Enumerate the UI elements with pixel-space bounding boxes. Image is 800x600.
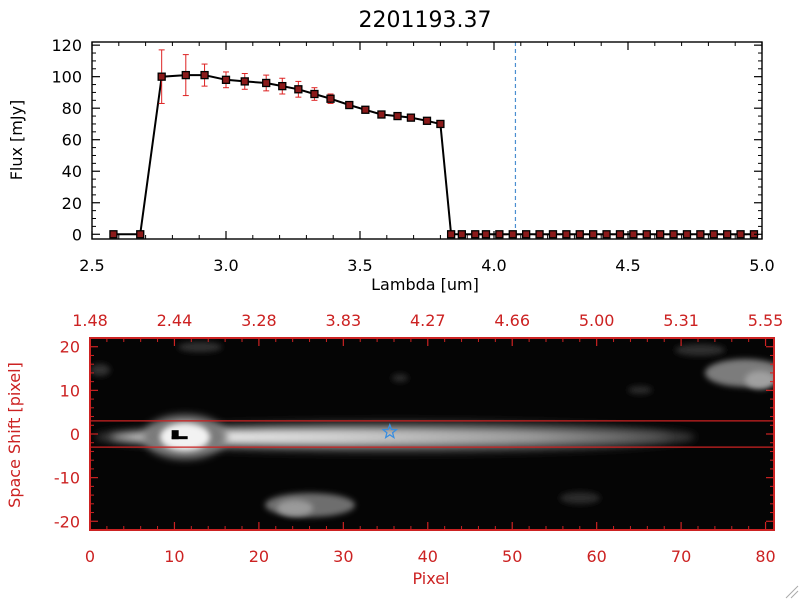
data-point (481, 230, 491, 239)
y-axis-label: Flux [mJy] (7, 100, 26, 181)
star-marker-icon (381, 422, 399, 439)
wavelength-tick-label: 2.44 (157, 311, 193, 330)
data-point (471, 230, 480, 239)
data-point (345, 100, 354, 110)
data-point (522, 230, 531, 239)
x-tick-label: 3.5 (347, 256, 372, 275)
data-point (495, 230, 504, 239)
y-tick-label: 0 (72, 225, 82, 244)
shift-tick-label: -20 (54, 512, 80, 531)
x-tick-label: 2.5 (79, 256, 104, 275)
y-tick-label: 40 (62, 162, 82, 181)
data-point (294, 85, 303, 94)
data-point (508, 230, 517, 239)
data-point (629, 230, 638, 239)
wavelength-tick-label: 5.00 (579, 311, 615, 330)
data-point (200, 70, 209, 80)
data-point (181, 70, 190, 80)
pixel-tick-label: 30 (333, 547, 353, 566)
data-point (736, 230, 745, 239)
y-tick-label: 100 (51, 68, 82, 87)
flux-chart: 2201193.37 2.5 3.0 3.5 4.0 4.5 5.0 0 20 40 60 80 10… (7, 8, 775, 294)
space-shift-axis-label: Space Shift [pixel] (5, 362, 24, 508)
data-point (696, 230, 705, 239)
pixel-axis-label: Pixel (412, 569, 449, 588)
wavelength-tick-label: 5.31 (663, 311, 699, 330)
x-tick-label: 5.0 (749, 256, 774, 275)
data-point (642, 230, 651, 239)
y-tick-label: 120 (51, 36, 82, 55)
flux-axes: 2.5 3.0 3.5 4.0 4.5 5.0 0 20 40 60 80 100 120 (51, 36, 774, 275)
data-point (656, 230, 665, 239)
x-axis-label: Lambda [um] (371, 275, 479, 294)
data-point (310, 89, 319, 99)
data-point (157, 72, 166, 81)
pixel-tick-label: 10 (164, 547, 184, 566)
data-point (457, 230, 466, 239)
data-point (393, 111, 402, 121)
data-point (436, 119, 445, 129)
y-tick-label: 60 (62, 131, 82, 150)
data-point (422, 116, 432, 125)
data-point (709, 230, 718, 239)
data-point (326, 94, 335, 103)
pixel-tick-label: 60 (586, 547, 606, 566)
heatmap-overlays (90, 420, 774, 448)
wavelength-tick-label: 1.48 (72, 311, 108, 330)
x-tick-label: 3.0 (213, 256, 238, 275)
data-point (535, 230, 544, 239)
x-tick-label: 4.0 (481, 256, 506, 275)
data-point (682, 230, 692, 239)
shift-tick-label: 20 (60, 338, 80, 357)
pixel-tick-label: 20 (249, 547, 269, 566)
wavelength-tick-label: 5.55 (748, 311, 784, 330)
data-point (669, 230, 678, 239)
pixel-tick-label: 40 (418, 547, 438, 566)
pixel-tick-label: 80 (755, 547, 775, 566)
y-tick-label: 20 (62, 194, 82, 213)
wavelength-tick-label: 3.83 (326, 311, 362, 330)
wavelength-tick-label: 3.28 (241, 311, 277, 330)
data-point (589, 230, 598, 239)
y-tick-label: 80 (62, 99, 82, 118)
data-point (723, 230, 732, 239)
heatmap-image (90, 338, 774, 530)
pixel-tick-label: 50 (502, 547, 522, 566)
data-point (406, 113, 416, 122)
chart-title: 2201193.37 (359, 8, 492, 33)
flux-plot-frame (91, 41, 763, 240)
pixel-tick-label: 0 (85, 547, 95, 566)
data-point (615, 230, 625, 239)
shift-tick-label: -10 (54, 469, 80, 488)
data-point (361, 105, 370, 114)
data-point (136, 230, 145, 239)
data-point (109, 230, 118, 239)
data-point (278, 81, 287, 91)
wavelength-tick-label: 4.66 (494, 311, 530, 330)
shift-tick-label: 10 (60, 381, 80, 400)
x-tick-label: 4.5 (615, 256, 640, 275)
spectrum-image: 0 10 20 30 40 50 60 70 80 1.48 2.44 3.28 3.83 4.27 4.6… (5, 311, 784, 588)
resize-grip-icon[interactable] (785, 585, 799, 599)
data-point (446, 230, 456, 239)
data-point (548, 230, 558, 239)
data-point (562, 230, 571, 239)
data-point (240, 77, 249, 86)
wavelength-tick-label: 4.27 (410, 311, 446, 330)
source-marker (171, 430, 188, 440)
shift-tick-label: 0 (70, 425, 80, 444)
pixel-tick-label: 70 (671, 547, 691, 566)
data-point (262, 78, 271, 88)
data-point (221, 75, 231, 84)
data-point (377, 110, 386, 119)
heatmap-axes: 0 10 20 30 40 50 60 70 80 1.48 2.44 3.28 3.83 4.27 4.6… (54, 311, 784, 566)
flux-marks (109, 42, 762, 239)
data-point (602, 230, 611, 239)
data-point (575, 230, 584, 239)
